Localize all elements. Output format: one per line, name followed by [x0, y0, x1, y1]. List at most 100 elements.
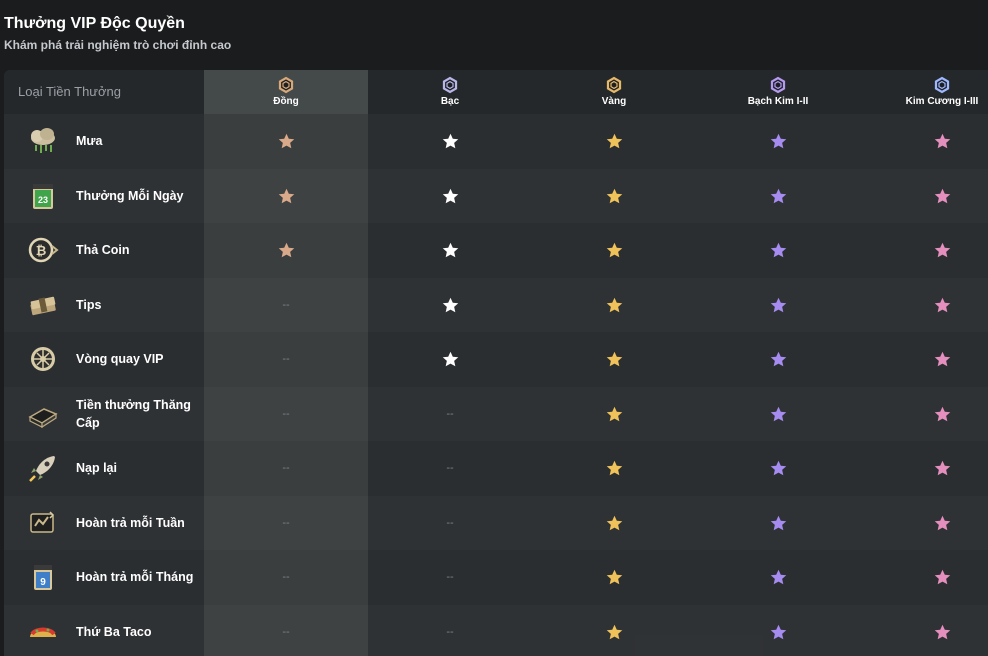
monthly-calendar-icon: 9 — [26, 560, 60, 594]
table-row: 9 Hoàn trả mỗi Tháng -- -- — [4, 550, 988, 605]
star-icon — [532, 349, 696, 369]
money-stack-icon — [26, 288, 60, 322]
reward-type-label: Mưa — [76, 134, 103, 149]
star-icon — [368, 131, 532, 151]
reward-type-header: Loại Tiền Thưởng — [18, 84, 121, 99]
reward-type-label: Tiền thưởng Thăng Cấp — [76, 397, 191, 430]
star-icon — [204, 186, 368, 206]
star-icon — [368, 295, 532, 315]
star-icon — [532, 186, 696, 206]
star-icon — [204, 240, 368, 260]
bronze-badge-icon — [278, 76, 294, 94]
star-icon — [696, 131, 860, 151]
table-row: Tips -- — [4, 278, 988, 333]
not-available-mark: -- — [282, 571, 290, 584]
page-header: Thưởng VIP Độc Quyền Khám phá trải nghiệ… — [0, 0, 988, 70]
reward-type-label: Thứ Ba Taco — [76, 624, 152, 639]
tier-header: Bạch Kim I-II — [696, 76, 860, 108]
tier-name: Đồng — [273, 96, 299, 107]
star-icon — [696, 404, 860, 424]
star-icon — [696, 295, 860, 315]
tier-name: Vàng — [601, 96, 627, 107]
table-row: Nạp lại -- -- — [4, 441, 988, 496]
table-row: 23 Thưởng Mỗi Ngày — [4, 169, 988, 224]
not-available-mark: -- — [446, 625, 454, 638]
star-icon — [696, 513, 860, 533]
star-icon — [860, 349, 988, 369]
bitcoin-coin-icon: ₿ — [26, 233, 60, 267]
reward-type-label: Thưởng Mỗi Ngày — [76, 188, 184, 203]
star-icon — [532, 131, 696, 151]
table-header: Loại Tiền Thưởng Đồng Bạc Vàng Bạch Kim … — [4, 70, 988, 114]
not-available-mark: -- — [282, 625, 290, 638]
table-row: Hoàn trả mỗi Tuần -- -- — [4, 496, 988, 551]
tier-header: Bạc — [368, 76, 532, 108]
star-icon — [860, 240, 988, 260]
reward-type-label: Hoàn trả mỗi Tháng — [76, 570, 194, 585]
star-icon — [368, 349, 532, 369]
reward-type-label: Thả Coin — [76, 243, 130, 258]
not-available-mark: -- — [282, 407, 290, 420]
tier-header: Đồng — [204, 76, 368, 108]
table-row: ₿ Thả Coin — [4, 223, 988, 278]
not-available-mark: -- — [446, 407, 454, 420]
star-icon — [532, 458, 696, 478]
gold-badge-icon — [606, 76, 622, 94]
star-icon — [532, 404, 696, 424]
star-icon — [532, 240, 696, 260]
highlighted-column — [204, 70, 368, 656]
star-icon — [860, 622, 988, 642]
star-icon — [532, 513, 696, 533]
rocket-icon — [26, 451, 60, 485]
svg-text:9: 9 — [40, 577, 46, 588]
silver-badge-icon — [442, 76, 458, 94]
star-icon — [696, 458, 860, 478]
star-icon — [860, 458, 988, 478]
star-icon — [860, 567, 988, 587]
platinum-badge-icon — [770, 76, 786, 94]
page-title: Thưởng VIP Độc Quyền — [4, 15, 185, 32]
star-icon — [696, 622, 860, 642]
reward-type-label: Nạp lại — [76, 461, 117, 476]
star-icon — [860, 186, 988, 206]
rain-cloud-icon — [26, 124, 60, 158]
star-icon — [204, 131, 368, 151]
star-icon — [860, 404, 988, 424]
not-available-mark: -- — [446, 462, 454, 475]
reward-type-label: Hoàn trả mỗi Tuần — [76, 515, 185, 530]
table-row: Mưa — [4, 114, 988, 169]
star-icon — [860, 513, 988, 533]
tier-name: Kim Cương I-III — [905, 96, 979, 107]
star-icon — [696, 567, 860, 587]
table-row: Vòng quay VIP -- — [4, 332, 988, 387]
star-icon — [532, 567, 696, 587]
star-icon — [696, 349, 860, 369]
treasure-chest-icon — [26, 397, 60, 431]
not-available-mark: -- — [282, 462, 290, 475]
vip-rewards-table: Loại Tiền Thưởng Đồng Bạc Vàng Bạch Kim … — [4, 70, 988, 656]
star-icon — [860, 131, 988, 151]
not-available-mark: -- — [282, 298, 290, 311]
weekly-rebate-icon — [26, 506, 60, 540]
not-available-mark: -- — [282, 516, 290, 529]
star-icon — [368, 240, 532, 260]
svg-text:23: 23 — [38, 195, 48, 205]
star-icon — [532, 622, 696, 642]
reward-type-label: Vòng quay VIP — [76, 352, 164, 367]
star-icon — [532, 295, 696, 315]
tier-header: Vàng — [532, 76, 696, 108]
diamond-badge-icon — [934, 76, 950, 94]
page-subtitle: Khám phá trải nghiệm trò chơi đỉnh cao — [4, 38, 232, 52]
table-row: Tiền thưởng Thăng Cấp -- -- — [4, 387, 988, 442]
table-row: Thứ Ba Taco -- -- — [4, 605, 988, 656]
spin-wheel-icon — [26, 342, 60, 376]
tier-header: Kim Cương I-III — [860, 76, 988, 108]
not-available-mark: -- — [282, 353, 290, 366]
daily-calendar-icon: 23 — [26, 179, 60, 213]
star-icon — [368, 186, 532, 206]
not-available-mark: -- — [446, 516, 454, 529]
tier-name: Bạc — [440, 96, 460, 107]
not-available-mark: -- — [446, 571, 454, 584]
star-icon — [696, 186, 860, 206]
star-icon — [860, 295, 988, 315]
